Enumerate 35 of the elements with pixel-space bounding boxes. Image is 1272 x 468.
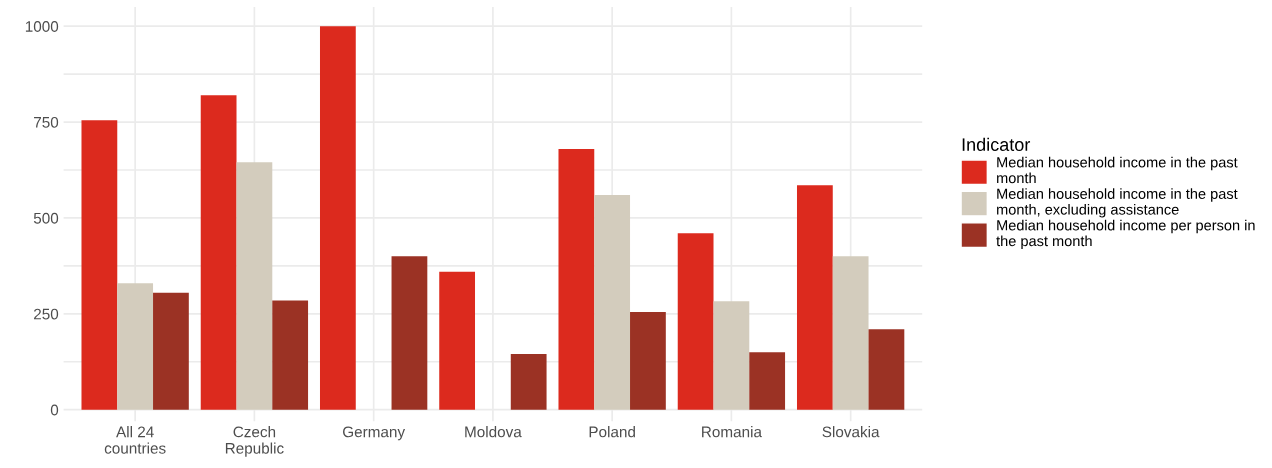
x-tick-label: Poland — [589, 426, 635, 438]
x-tick-label: Germany — [343, 426, 406, 441]
bar — [200, 95, 237, 410]
bar — [439, 271, 476, 410]
y-tick-label: 500 — [33, 212, 59, 224]
bar — [153, 292, 189, 410]
bar — [117, 283, 154, 410]
bar — [272, 300, 309, 410]
bar — [558, 148, 595, 410]
x-tick-label: Slovakia — [822, 426, 880, 438]
legend-label: Median household income in the past month — [997, 156, 1238, 184]
bar — [677, 233, 714, 410]
x-tick-label: All 24 countries — [104, 426, 166, 454]
bar — [868, 329, 905, 410]
legend-title: Indicator — [962, 137, 1031, 152]
bar — [236, 162, 273, 410]
y-tick-label: 0 — [50, 404, 59, 416]
y-tick-label: 1000 — [25, 21, 59, 32]
bar — [594, 194, 631, 410]
x-tick-label: Moldova — [465, 426, 522, 438]
bar — [81, 120, 118, 410]
bar — [630, 311, 666, 410]
legend-label: Median household income per person in the past month — [996, 219, 1255, 250]
x-tick-label: Romania — [702, 426, 762, 438]
y-tick-label: 250 — [34, 308, 59, 320]
legend-label: Median household income in the past month, excluding assistance — [997, 188, 1238, 218]
bar — [391, 256, 428, 410]
bar — [510, 354, 547, 410]
x-tick-label: Czech Republic — [225, 426, 284, 457]
bar — [319, 26, 356, 410]
bar — [713, 301, 750, 410]
bar — [796, 185, 833, 410]
bar — [749, 352, 786, 410]
bar — [832, 256, 869, 410]
y-tick-label: 750 — [34, 116, 59, 128]
